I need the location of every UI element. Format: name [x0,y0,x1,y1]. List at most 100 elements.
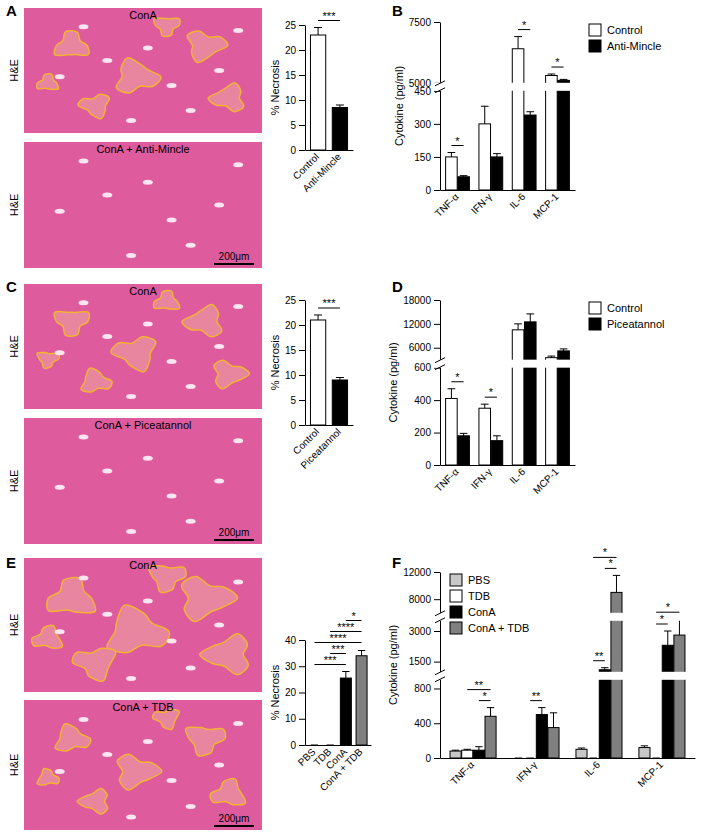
error-bar [464,749,471,751]
y-tick-mark [299,75,305,76]
legend-label: Control [607,302,642,314]
necrosis-outline [210,779,245,805]
y-tick: 20 [285,45,305,56]
y-axis: 0510152025 [285,20,306,156]
necrosis-outline [47,577,96,612]
y-tick-label: 0 [290,420,296,431]
error-bar [676,619,683,635]
vessel [55,74,65,79]
y-tick-label: 15 [285,70,297,81]
y-tick-mark [434,758,440,759]
y-tick-mark [434,348,440,349]
y-tick-label: 0 [425,460,431,471]
y-tick: 0 [425,460,440,471]
x-tick-label: Anti-Mincle [300,151,343,194]
vessel [79,158,89,163]
necrosis-outline [37,352,59,368]
x-tick: IL-6 [582,758,602,779]
legend-label: ConA + TDB [468,622,529,634]
legend-label: PBS [468,574,490,586]
error-bar [560,349,568,351]
vessel [167,359,177,364]
vessel [126,253,136,258]
y-tick-label: 200 [414,427,431,438]
chart: 015030045050007500Cytokine (pg/ml)TNF-αI… [392,2,661,221]
error-bar [515,758,522,759]
bar [325,745,336,746]
y-tick-label: 25 [285,295,297,306]
y-tick-mark [299,25,305,26]
x-tick: IFN-γ [469,465,494,491]
x-tick: IFN-γ [469,190,494,216]
significance-label: **** [329,632,347,644]
significance-label: * [455,371,460,383]
error-bar [487,708,494,717]
error-bar [613,575,620,592]
error-bar [560,79,568,81]
x-axis: PBSTDBConAConA + TDB [296,745,372,793]
legend-swatch [450,574,462,586]
y-tick: 10 [285,370,305,381]
image-background [24,418,262,544]
vessel [167,639,177,644]
x-tick: Piceatannol [298,425,343,471]
bar [309,745,320,746]
y-tick-label: 0 [290,740,296,751]
y-tick-label: 300 [414,119,431,130]
legend: PBSTDBConAConA + TDB [450,574,529,634]
stain-label: H&E [8,614,20,637]
axis-break-mark [435,81,445,93]
legend-label: Control [607,24,642,36]
necrosis-outline [107,605,170,653]
legend: ControlPiceatannol [589,302,665,330]
x-axis: TNF-αIFN-γIL-6MCP-1 [441,758,696,789]
vessel [233,438,243,443]
vessel [167,494,177,499]
image-background [24,284,262,409]
y-tick-label: 12000 [403,567,431,578]
y-tick: 12000 [403,567,440,578]
y-tick: 800 [414,683,440,694]
significance-label: *** [323,10,337,22]
vessel [102,192,112,197]
y-tick-mark [299,100,305,101]
x-tick: ConA + TDB [318,745,365,793]
necrosis-outline [214,360,250,389]
necrosis-outline [78,94,109,119]
plot-area [310,28,347,151]
x-axis: TNF-αIFN-γIL-6MCP-1 [433,465,576,496]
y-tick: 5 [290,120,305,131]
y-tick-label: 20 [285,320,297,331]
bar [536,715,547,758]
image-title: ConA [129,9,157,21]
y-tick-mark [434,157,440,158]
y-tick: 1500 [409,656,440,667]
error-bar [448,389,456,399]
histology-image [24,142,262,268]
y-axis: 015030045050007500 [409,17,441,196]
vessel [126,815,136,820]
y-tick-label: 0 [290,145,296,156]
x-axis: ControlAnti-Mincle [291,150,354,194]
necrosis-outline [111,337,156,372]
plot-area [311,651,367,746]
necrosis-outline [117,754,162,790]
y-tick-label: 0 [425,753,431,764]
image-title: ConA + Anti-Mincle [96,143,189,155]
significance-label: ** [475,679,484,691]
bar [450,751,461,758]
y-axis-title: Cytokine (pg/ml) [393,66,405,146]
vessel [214,623,224,628]
y-tick-label: 5 [290,120,296,131]
y-tick: 0 [290,740,305,751]
bar [525,758,536,759]
y-tick-mark [299,425,305,426]
error-bar [601,668,608,670]
bar [356,656,367,745]
image-panel: EConAH&EConA + TDBH&E200μm [6,554,262,830]
error-bar [538,708,545,715]
x-axis: TNF-αIFN-γIL-6MCP-1 [433,190,576,221]
x-tick: IL-6 [507,190,527,211]
legend-label: TDB [468,590,490,602]
error-bar [493,436,501,441]
